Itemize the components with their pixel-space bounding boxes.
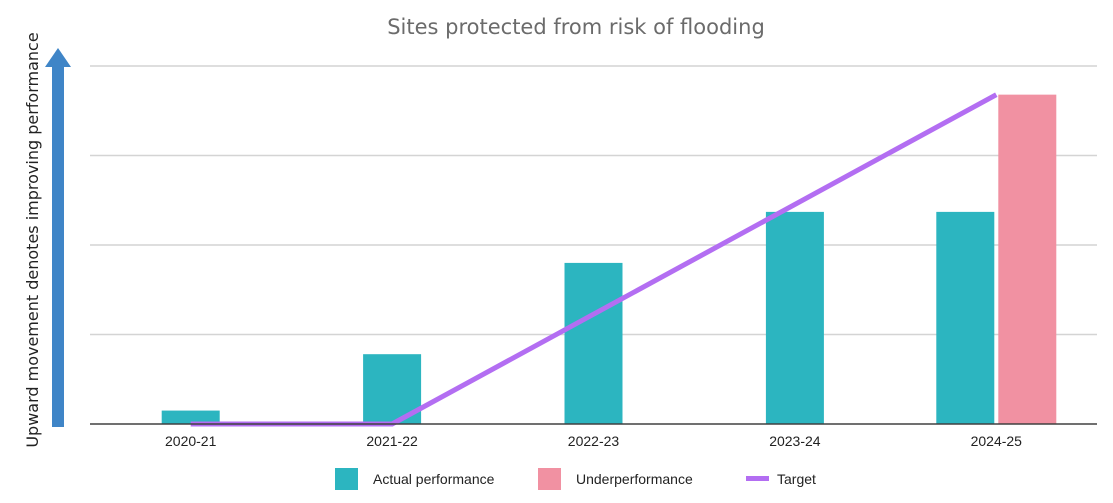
x-tick-label: 2024-25 xyxy=(971,433,1023,449)
x-tick-labels: 2020-21 2021-22 2022-23 2023-24 2024-25 xyxy=(165,433,1022,449)
x-tick-label: 2022-23 xyxy=(568,433,620,449)
legend: Actual performance Underperformance Targ… xyxy=(335,468,816,490)
y-axis-arrow xyxy=(45,48,71,427)
y-axis-label: Upward movement denotes improving perfor… xyxy=(23,32,42,447)
legend-item-underperformance: Underperformance xyxy=(538,468,693,490)
bar-underperformance-2024-25 xyxy=(998,94,1057,424)
x-tick-label: 2021-22 xyxy=(366,433,418,449)
bar-actual-performance-2024-25 xyxy=(936,211,995,424)
legend-label-target: Target xyxy=(777,471,816,487)
bar-actual-performance-2020-21 xyxy=(161,410,220,424)
legend-swatch-underperformance xyxy=(538,468,561,490)
bar-actual-performance-2023-24 xyxy=(765,211,824,424)
bars xyxy=(161,94,1057,424)
chart-title: Sites protected from risk of flooding xyxy=(387,15,765,39)
bar-actual-performance-2022-23 xyxy=(564,262,623,424)
x-tick-label: 2023-24 xyxy=(769,433,821,449)
arrow-head xyxy=(45,48,71,67)
legend-item-actual: Actual performance xyxy=(335,468,495,490)
legend-label-actual: Actual performance xyxy=(373,471,495,487)
legend-swatch-actual xyxy=(335,468,358,490)
arrow-shaft xyxy=(52,66,64,427)
legend-item-target: Target xyxy=(746,471,816,487)
x-tick-label: 2020-21 xyxy=(165,433,217,449)
legend-label-underperformance: Underperformance xyxy=(576,471,693,487)
legend-swatch-target xyxy=(746,476,769,481)
